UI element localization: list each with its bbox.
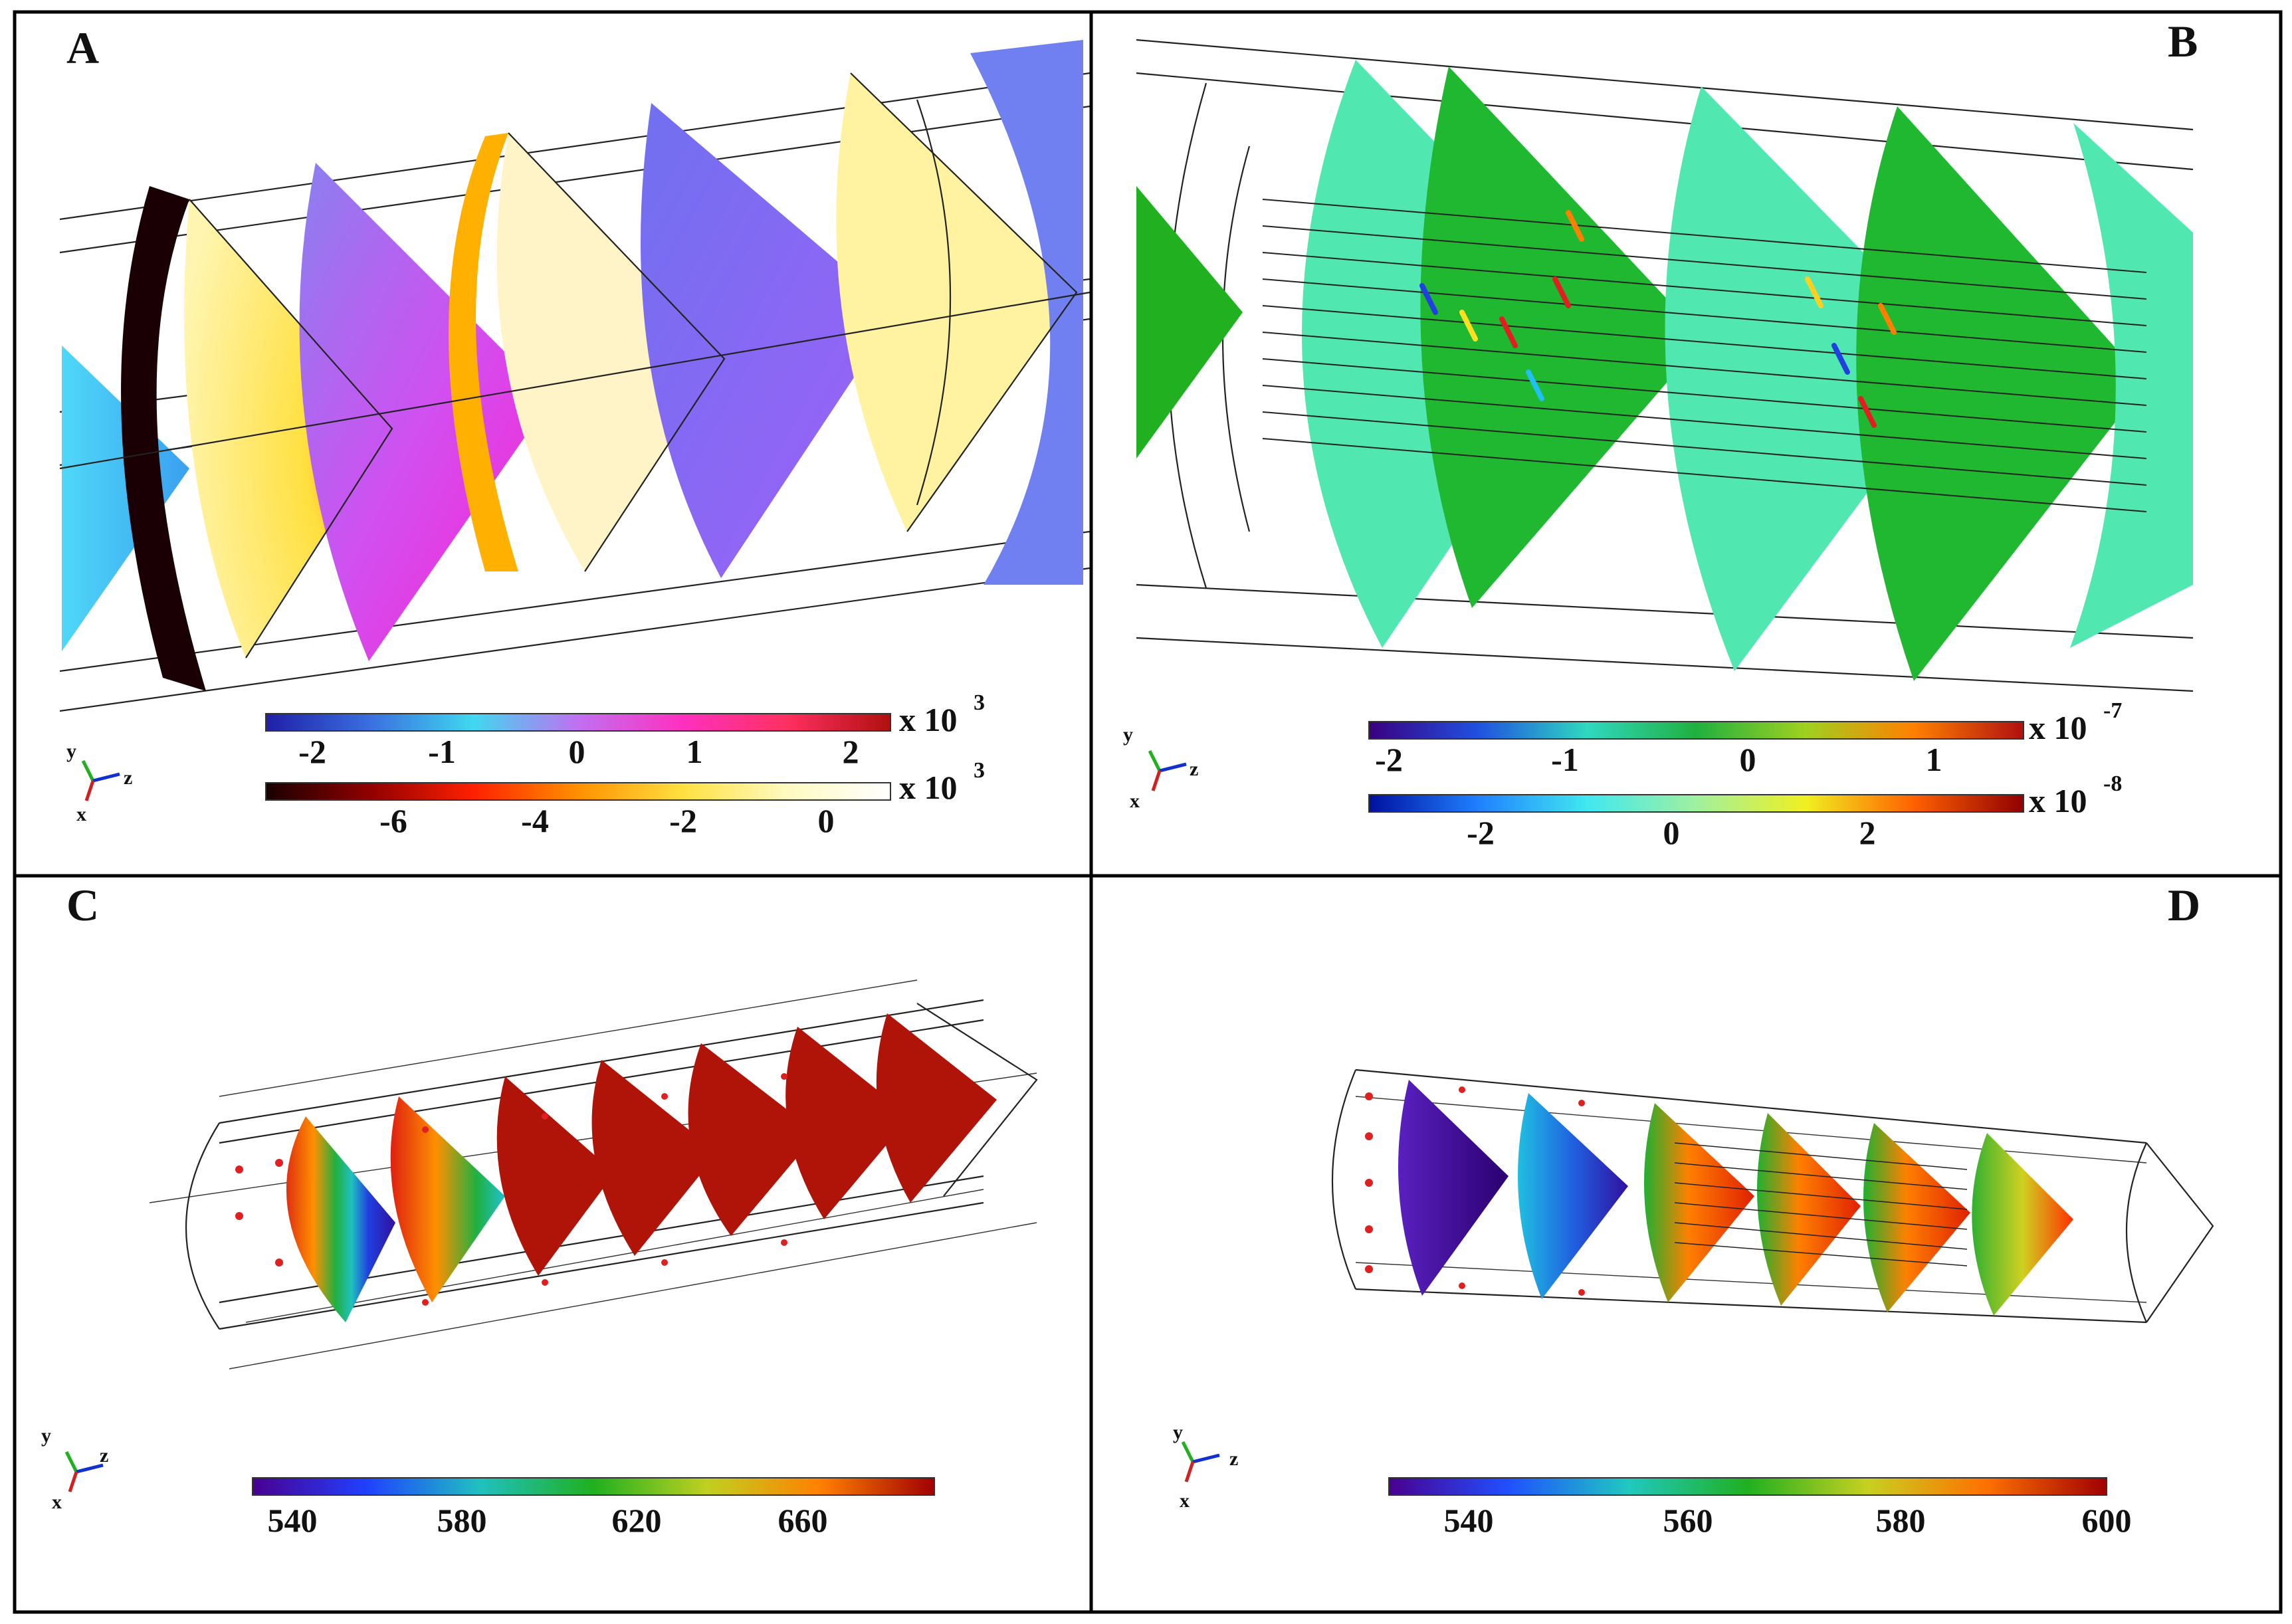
panel-letter-c: C [66,880,99,930]
slice-d2 [1518,1093,1628,1299]
slice-a2 [184,199,392,658]
axis-y-c: y [41,1425,51,1447]
tick-c0-2: 620 [612,1502,662,1539]
tick-b0-2: 0 [1740,741,1756,778]
streak-markers-b [1419,210,1897,428]
slice-c1 [286,1116,395,1322]
axis-x-c: x [52,1491,62,1513]
slice-c5 [688,1043,817,1236]
multiplier-a0: x 10 [899,701,958,738]
axis-y-a: y [66,740,76,762]
tick-a0-4: 2 [843,733,859,770]
multiplier-b1: x 10 [2029,782,2087,819]
axis-y-d: y [1173,1421,1183,1443]
slice-b1 [1136,186,1243,458]
slice-c2 [390,1096,505,1302]
axis-z-c: z [100,1445,108,1467]
slice-b4 [1665,86,1967,671]
tick-a0-0: -2 [298,733,326,770]
colorbar-b0: -2 -1 0 1 x 10 -7 [1368,698,2122,778]
slice-d5 [1863,1123,1970,1312]
tick-d0-1: 560 [1663,1502,1713,1539]
multiplier-exp-b1: -8 [2103,771,2122,796]
particle-traces-b [1262,199,2147,512]
tick-a1-2: -2 [669,802,697,839]
tick-d0-0: 540 [1444,1502,1494,1539]
colorbar-d0: 540 560 580 600 [1388,1477,2132,1539]
panel-d: 540 560 580 600 y z x D [1089,874,2283,1614]
multiplier-b0: x 10 [2029,709,2087,746]
tick-d0-3: 600 [2082,1502,2132,1539]
slice-d3 [1644,1103,1754,1302]
panel-c: 540 580 620 660 y z x C [13,874,1093,1614]
panel-a-geometry [59,40,1091,712]
tick-a1-0: -6 [379,802,407,839]
velocity-arrows-c [235,1073,787,1306]
panel-d-geometry [1331,1068,2214,1324]
tick-a1-1: -4 [521,802,549,839]
tick-b1-1: 0 [1663,814,1680,851]
multiplier-exp-a1: 3 [974,758,985,783]
axis-z-b: z [1190,758,1198,780]
colorbar-c0: 540 580 620 660 [252,1477,935,1539]
slice-d1 [1398,1080,1509,1296]
tick-b0-1: -1 [1551,741,1579,778]
tick-c0-3: 660 [778,1502,828,1539]
slice-b3 [1420,66,1705,608]
tick-d0-2: 580 [1876,1502,1926,1539]
tick-c0-0: 540 [268,1502,318,1539]
axis-triad-a: y z x [66,740,132,825]
slice-a7 [970,40,1083,585]
multiplier-a1: x 10 [899,769,958,806]
panel-letter-b: B [2168,16,2198,66]
panel-d-frame [1089,874,2283,1614]
tick-a0-2: 0 [569,733,585,770]
slice-a1 [62,346,189,651]
slice-c3 [496,1076,615,1276]
multiplier-exp-a0: 3 [974,690,985,715]
axis-z-a: z [124,767,132,789]
tick-a0-3: 1 [686,733,703,770]
particle-traces-d [1674,1142,1968,1267]
velocity-arrows-d [1365,1086,1585,1296]
axis-z-d: z [1229,1448,1238,1470]
slice-c6 [785,1027,910,1219]
colorbar-a1: -6 -4 -2 0 x 10 3 [265,758,985,839]
tick-c0-1: 580 [437,1502,487,1539]
slice-d6 [1972,1133,2073,1316]
slice-c4 [591,1060,718,1256]
panel-a: -2 -1 0 1 2 x 10 3 -6 -4 -2 0 x 10 3 y z… [13,10,1093,878]
tick-b0-3: 1 [1926,741,1942,778]
ring-a2 [449,133,518,571]
colorbar-b1: -2 0 2 x 10 -8 [1368,771,2122,851]
axis-triad-c: y z x [41,1425,108,1513]
axis-y-b: y [1123,724,1133,746]
tick-b0-0: -2 [1375,741,1403,778]
axis-x-d: x [1180,1490,1190,1512]
slice-a6 [836,73,1077,532]
ring-a1 [121,186,206,691]
slice-c7 [876,1013,997,1203]
slice-d4 [1757,1113,1861,1306]
slice-b6 [2070,123,2193,648]
panel-letter-d: D [2168,880,2200,930]
axis-x-a: x [76,803,86,825]
tick-b1-2: 2 [1859,814,1876,851]
multiplier-exp-b0: -7 [2103,698,2122,723]
axis-triad-b: y z x [1123,724,1198,812]
panel-b: -2 -1 0 1 x 10 -7 -2 0 2 x 10 -8 y z x B [1089,10,2283,878]
panel-b-geometry [1136,39,2194,692]
tick-b1-0: -2 [1467,814,1495,851]
panel-c-geometry [149,979,1038,1370]
slice-a3 [299,163,552,661]
tick-a0-1: -1 [428,733,456,770]
axis-x-b: x [1130,790,1140,812]
slice-a5 [641,103,897,578]
tick-a1-3: 0 [818,802,835,839]
slice-a4 [496,133,724,571]
colorbar-a0: -2 -1 0 1 2 x 10 3 [265,690,985,770]
panel-letter-a: A [66,23,99,73]
axis-triad-d: y z x [1173,1421,1238,1512]
